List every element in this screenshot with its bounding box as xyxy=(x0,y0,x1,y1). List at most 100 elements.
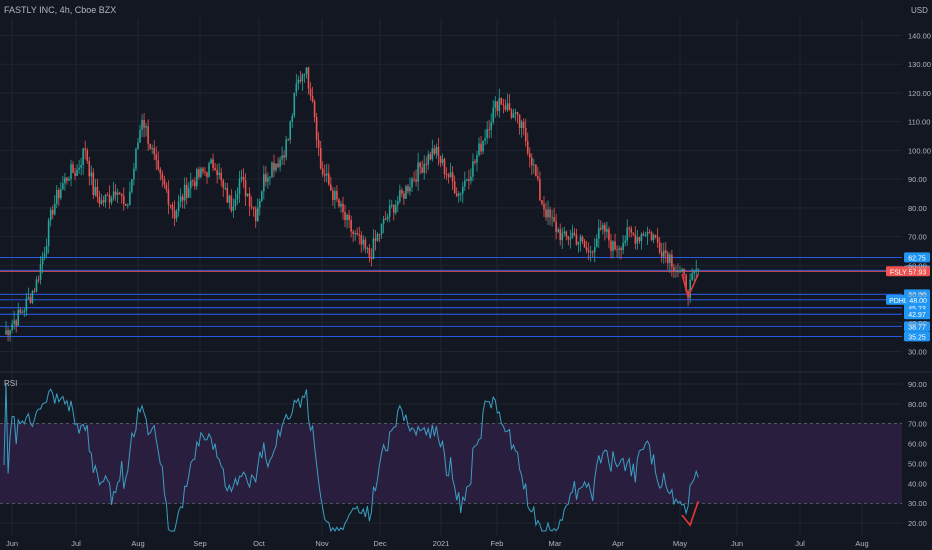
candle-down xyxy=(315,117,318,140)
candle-down xyxy=(350,219,352,232)
candle-down xyxy=(323,174,326,176)
candle-down xyxy=(543,203,545,210)
candle-down xyxy=(319,147,322,169)
candle-up xyxy=(43,253,46,257)
price-tick-label: 40.00 xyxy=(908,319,927,328)
candle-up xyxy=(579,236,582,243)
candle-down xyxy=(358,234,361,236)
candle-down xyxy=(575,234,578,245)
candle-up xyxy=(606,228,608,232)
candle-up xyxy=(177,201,180,212)
candle-up xyxy=(275,163,277,171)
candle-up xyxy=(514,112,517,114)
candle-down xyxy=(167,189,170,205)
candle-down xyxy=(265,174,267,182)
candle-down xyxy=(392,204,395,213)
candle-down xyxy=(92,172,95,196)
candle-up xyxy=(305,67,308,75)
level-badge-label: 35.25 xyxy=(908,334,926,341)
candle-down xyxy=(143,119,145,128)
candle-down xyxy=(338,199,340,207)
candle-down xyxy=(370,257,373,259)
candle-down xyxy=(114,191,117,195)
candle-down xyxy=(72,164,74,173)
candles xyxy=(5,66,700,342)
candle-down xyxy=(29,297,32,303)
candle-up xyxy=(472,161,474,177)
candle-up xyxy=(693,271,695,274)
candle-up xyxy=(618,248,620,250)
candle-down xyxy=(522,121,525,128)
price-tick-label: 70.00 xyxy=(908,233,927,242)
candle-up xyxy=(94,186,97,196)
candle-up xyxy=(196,169,198,187)
chart-title: FASTLY INC, 4h, Cboe BZX xyxy=(4,5,116,15)
candle-up xyxy=(624,240,626,243)
candle-up xyxy=(60,189,62,199)
time-tick-label: Oct xyxy=(253,539,266,548)
candle-down xyxy=(667,253,669,264)
time-tick-label: Jun xyxy=(731,539,743,548)
candle-down xyxy=(51,209,54,215)
candle-down xyxy=(439,155,442,163)
candle-up xyxy=(494,101,497,108)
candle-down xyxy=(648,231,651,233)
candle-down xyxy=(147,126,149,144)
candle-down xyxy=(664,250,667,254)
candle-up xyxy=(571,232,574,238)
candle-up xyxy=(232,206,235,211)
candle-up xyxy=(228,195,231,203)
candle-up xyxy=(238,178,241,194)
candle-down xyxy=(19,309,22,313)
candle-down xyxy=(480,143,482,152)
candle-up xyxy=(569,237,572,240)
rsi-v-annotation xyxy=(681,500,700,527)
candle-down xyxy=(108,195,111,203)
candle-down xyxy=(451,172,454,182)
price-tick-label: 100.00 xyxy=(908,146,931,155)
candle-down xyxy=(299,79,302,82)
candle-up xyxy=(70,164,72,180)
candle-down xyxy=(541,200,543,204)
candle-down xyxy=(630,228,633,233)
candle-down xyxy=(33,291,36,293)
rsi-tick-label: 20.00 xyxy=(908,519,927,528)
candle-up xyxy=(411,178,413,188)
candle-down xyxy=(608,228,610,241)
candle-up xyxy=(200,168,202,178)
axes: 30.00 40.00 50.00 60.00 70.00 80.00 90.00 100.0… xyxy=(6,31,931,548)
candle-down xyxy=(216,170,218,176)
candle-up xyxy=(82,148,84,165)
candle-up xyxy=(141,119,143,130)
candle-up xyxy=(145,126,147,128)
candle-down xyxy=(415,179,417,182)
candle-down xyxy=(413,178,415,180)
candle-up xyxy=(602,224,604,230)
candle-up xyxy=(662,250,665,257)
candle-down xyxy=(658,242,661,253)
candle-down xyxy=(332,190,334,201)
candle-up xyxy=(441,159,444,163)
candle-down xyxy=(610,240,612,251)
candle-down xyxy=(212,159,214,169)
candle-up xyxy=(27,297,30,299)
candle-down xyxy=(549,209,551,218)
candle-down xyxy=(96,186,99,197)
candle-down xyxy=(474,161,476,163)
candle-up xyxy=(466,179,468,181)
candle-up xyxy=(382,218,385,224)
price-tick-label: 30.00 xyxy=(908,348,927,357)
candle-down xyxy=(364,239,367,249)
candle-up xyxy=(301,74,304,82)
candle-down xyxy=(120,193,123,197)
candle-up xyxy=(175,211,178,219)
candle-up xyxy=(372,238,375,259)
candle-up xyxy=(644,235,647,237)
candle-down xyxy=(169,204,172,206)
candle-down xyxy=(591,251,594,253)
candle-up xyxy=(55,189,58,204)
candle-up xyxy=(652,235,655,241)
candle-down xyxy=(553,217,555,222)
candle-down xyxy=(600,227,602,230)
candle-up xyxy=(354,233,356,235)
